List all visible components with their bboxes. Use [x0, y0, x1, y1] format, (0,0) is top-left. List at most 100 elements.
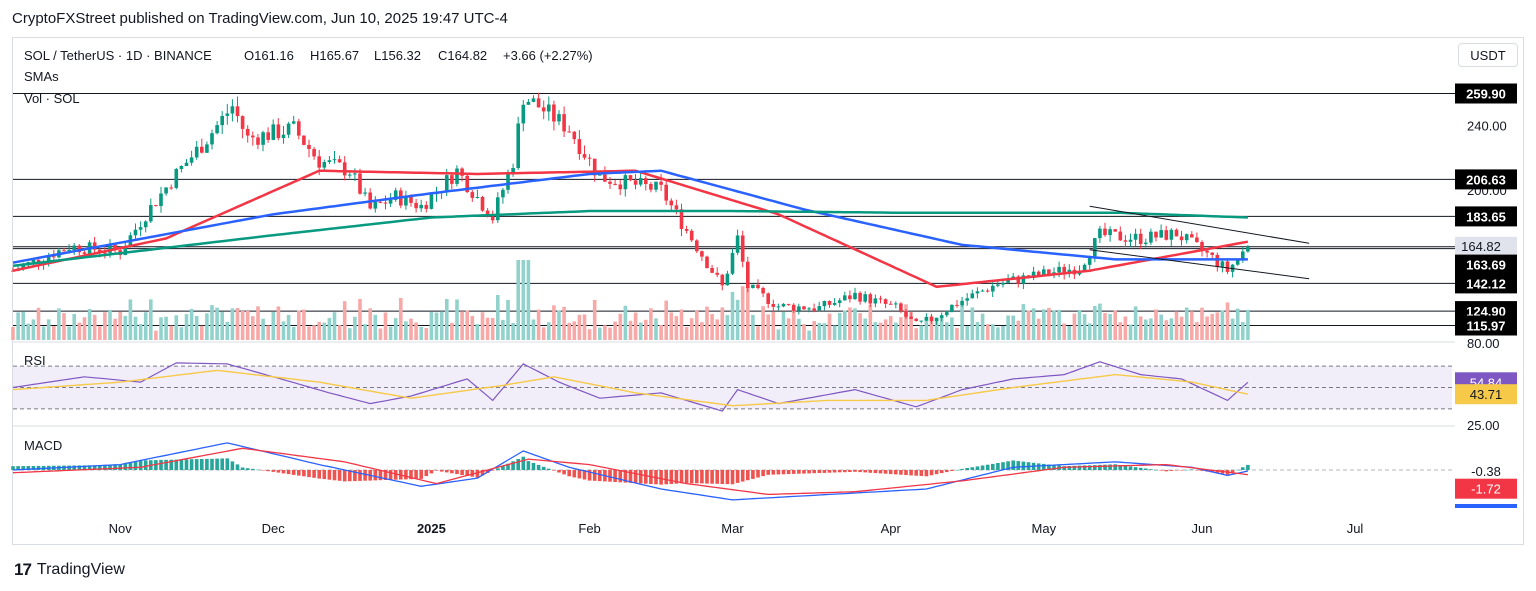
candle[interactable]: [281, 126, 286, 144]
candle[interactable]: [934, 317, 939, 325]
candle[interactable]: [577, 130, 582, 160]
candle[interactable]: [490, 210, 495, 224]
candle[interactable]: [373, 196, 378, 213]
candle[interactable]: [572, 130, 577, 144]
macd-value-label[interactable]: -0.38: [1455, 461, 1517, 481]
candle[interactable]: [286, 121, 291, 138]
candle[interactable]: [776, 303, 781, 311]
price-label[interactable]: 183.65: [1455, 206, 1517, 227]
candle[interactable]: [848, 290, 852, 303]
candle[interactable]: [878, 295, 883, 304]
candle[interactable]: [1215, 252, 1220, 272]
macd-series-line[interactable]: [12, 447, 1248, 496]
candle[interactable]: [827, 300, 832, 308]
candle[interactable]: [164, 187, 168, 196]
candle[interactable]: [322, 159, 327, 171]
candle[interactable]: [1021, 272, 1026, 290]
candle[interactable]: [261, 130, 265, 152]
macd-title[interactable]: MACD: [24, 438, 62, 453]
candle[interactable]: [868, 292, 873, 307]
candle[interactable]: [154, 204, 158, 207]
candle[interactable]: [980, 289, 985, 292]
candle[interactable]: [276, 118, 281, 141]
candle[interactable]: [909, 312, 913, 319]
tradingview-brand[interactable]: 17 TradingView: [14, 560, 125, 580]
candle[interactable]: [511, 163, 515, 177]
candle[interactable]: [633, 174, 638, 190]
candle[interactable]: [735, 229, 740, 256]
candle[interactable]: [858, 291, 862, 305]
macd-value-label[interactable]: -1.72: [1455, 478, 1517, 499]
macd-series-line[interactable]: [12, 442, 1249, 501]
price-label[interactable]: 163.69: [1455, 254, 1517, 275]
candle[interactable]: [271, 119, 276, 141]
candle[interactable]: [618, 179, 623, 196]
candle[interactable]: [1230, 263, 1235, 278]
candle[interactable]: [358, 168, 362, 195]
candle[interactable]: [751, 284, 755, 289]
candle[interactable]: [786, 303, 791, 306]
candle[interactable]: [215, 121, 219, 135]
candle[interactable]: [1225, 258, 1230, 275]
candle[interactable]: [450, 172, 454, 190]
candle[interactable]: [1123, 235, 1128, 247]
candle[interactable]: [843, 291, 847, 301]
candle[interactable]: [705, 255, 709, 269]
candle[interactable]: [756, 279, 760, 290]
candle[interactable]: [715, 267, 719, 278]
candle[interactable]: [1149, 228, 1153, 246]
candle[interactable]: [1098, 226, 1102, 244]
candle[interactable]: [388, 193, 393, 207]
candle[interactable]: [1144, 238, 1148, 248]
candle[interactable]: [312, 147, 316, 160]
candle[interactable]: [480, 195, 485, 212]
candle[interactable]: [429, 193, 434, 210]
candle[interactable]: [256, 133, 260, 150]
candle[interactable]: [251, 131, 255, 146]
candle[interactable]: [817, 301, 822, 312]
sma-line[interactable]: [12, 209, 1248, 268]
candle[interactable]: [863, 291, 867, 304]
candle[interactable]: [210, 129, 214, 150]
candle[interactable]: [342, 156, 347, 181]
candle[interactable]: [730, 248, 735, 275]
candle[interactable]: [812, 303, 816, 313]
candle[interactable]: [883, 298, 888, 309]
candle[interactable]: [230, 99, 235, 122]
candle[interactable]: [1184, 233, 1189, 244]
candle[interactable]: [797, 303, 801, 315]
candle[interactable]: [1062, 263, 1066, 280]
candle[interactable]: [516, 116, 520, 170]
candle[interactable]: [914, 318, 918, 322]
candle[interactable]: [133, 223, 138, 240]
candle[interactable]: [383, 195, 388, 210]
candle[interactable]: [302, 135, 306, 146]
candle[interactable]: [587, 154, 592, 167]
candle[interactable]: [644, 175, 648, 191]
candle[interactable]: [1179, 230, 1184, 246]
candle[interactable]: [1154, 231, 1158, 242]
candle[interactable]: [240, 115, 245, 139]
candle[interactable]: [649, 182, 653, 193]
candle[interactable]: [547, 96, 551, 121]
rsi-series-line[interactable]: [12, 361, 1249, 412]
candle[interactable]: [919, 320, 924, 324]
candle[interactable]: [965, 293, 969, 306]
trendline[interactable]: [1089, 205, 1310, 244]
candle[interactable]: [853, 287, 857, 301]
candle[interactable]: [654, 181, 658, 193]
candle[interactable]: [771, 299, 776, 312]
candle[interactable]: [245, 125, 250, 143]
candle[interactable]: [837, 298, 842, 308]
price-label[interactable]: 142.12: [1455, 273, 1517, 294]
candle[interactable]: [991, 280, 995, 297]
candle[interactable]: [720, 273, 725, 291]
candle[interactable]: [72, 243, 76, 255]
candle[interactable]: [985, 288, 990, 293]
candle[interactable]: [899, 302, 903, 314]
candle[interactable]: [179, 165, 184, 173]
rsi-title[interactable]: RSI: [24, 353, 46, 368]
candle[interactable]: [960, 296, 964, 307]
candle[interactable]: [455, 165, 459, 187]
